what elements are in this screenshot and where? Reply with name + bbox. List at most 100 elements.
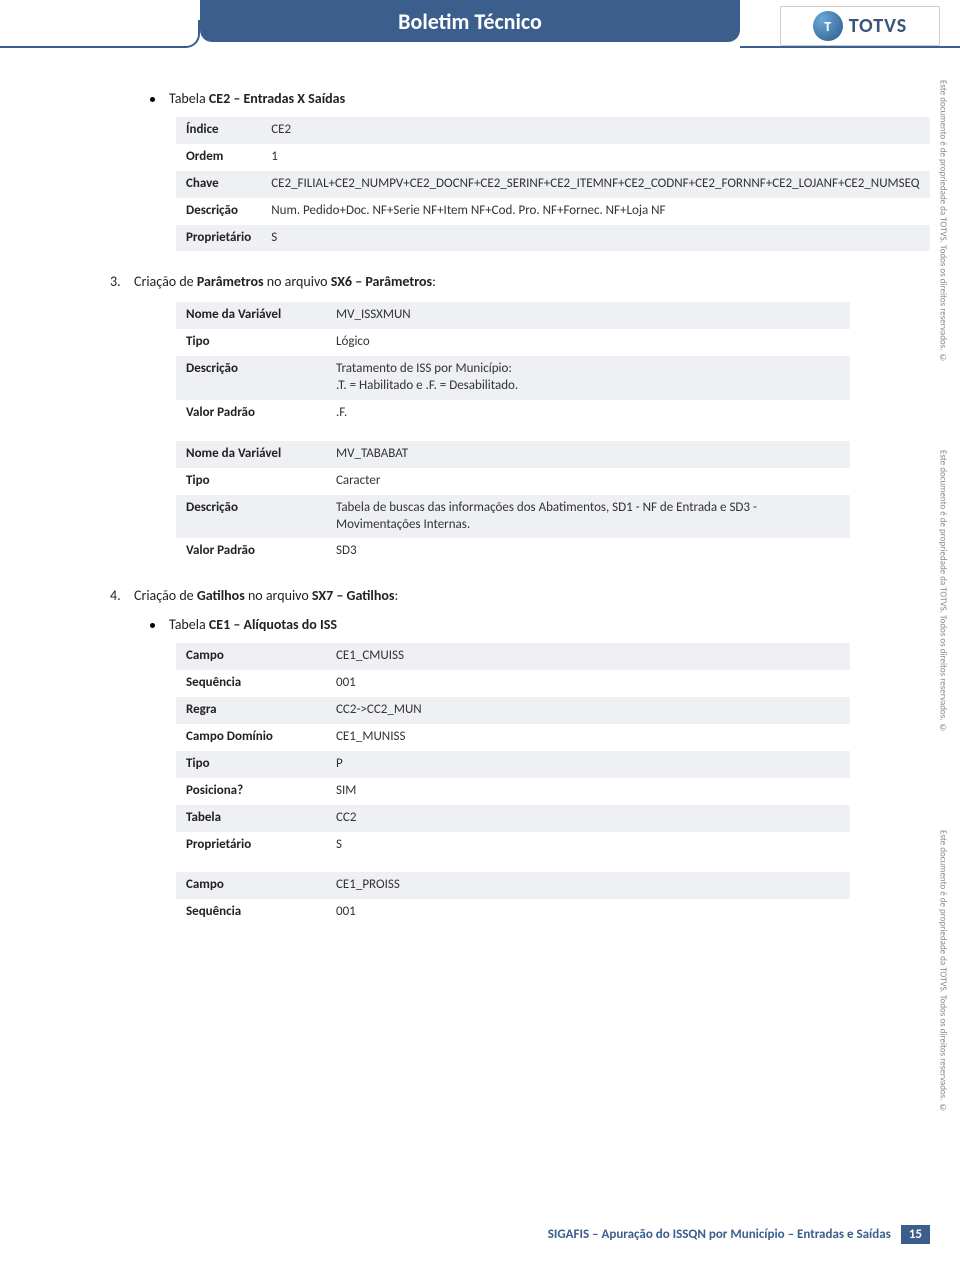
table-row: ÍndiceCE2 bbox=[176, 117, 930, 144]
table-key: Sequência bbox=[176, 670, 326, 697]
table-row: ProprietárioS bbox=[176, 225, 930, 252]
table-value: S bbox=[261, 225, 929, 252]
table-row: Posiciona?SIM bbox=[176, 778, 850, 805]
footer-page-number: 15 bbox=[901, 1225, 930, 1244]
table-ce2: ÍndiceCE2Ordem1ChaveCE2_FILIAL+CE2_NUMPV… bbox=[176, 117, 930, 251]
table-key: Proprietário bbox=[176, 225, 261, 252]
table-ce1-proiss: CampoCE1_PROISSSequência001 bbox=[176, 872, 850, 926]
list-text: Criação de Gatilhos no arquivo SX7 – Gat… bbox=[134, 587, 398, 604]
page-header: Boletim Técnico T TOTVS bbox=[0, 0, 960, 60]
list-number: 4. bbox=[110, 587, 134, 604]
page-footer: SIGAFIS – Apuração do ISSQN por Municípi… bbox=[548, 1225, 930, 1244]
table-row: Valor PadrãoSD3 bbox=[176, 538, 850, 565]
table-key: Tipo bbox=[176, 329, 326, 356]
table-row: DescriçãoTratamento de ISS por Município… bbox=[176, 356, 850, 400]
copyright-note: Este documento é de propriedade da TOTVS… bbox=[934, 830, 952, 1150]
table-value: SIM bbox=[326, 778, 850, 805]
table-row: ProprietárioS bbox=[176, 832, 850, 859]
table-row: Nome da VariávelMV_ISSXMUN bbox=[176, 302, 850, 329]
table-row: DescriçãoNum. Pedido+Doc. NF+Serie NF+It… bbox=[176, 198, 930, 225]
copyright-note: Este documento é de propriedade da TOTVS… bbox=[934, 80, 952, 400]
table-row: CampoCE1_CMUISS bbox=[176, 643, 850, 670]
table-row: DescriçãoTabela de buscas das informaçõe… bbox=[176, 495, 850, 539]
table-value: Tabela de buscas das informações dos Aba… bbox=[326, 495, 850, 539]
table-row: Ordem1 bbox=[176, 144, 930, 171]
bullet-ce2: Tabela CE2 – Entradas X Saídas bbox=[150, 90, 850, 107]
table-key: Campo Domínio bbox=[176, 724, 326, 751]
table-row: TipoLógico bbox=[176, 329, 850, 356]
table-value: CE1_PROISS bbox=[326, 872, 850, 899]
table-row: Nome da VariávelMV_TABABAT bbox=[176, 441, 850, 468]
table-value: MV_TABABAT bbox=[326, 441, 850, 468]
table-key: Descrição bbox=[176, 495, 326, 539]
table-value: P bbox=[326, 751, 850, 778]
table-ce1-cmuiss: CampoCE1_CMUISSSequência001RegraCC2->CC2… bbox=[176, 643, 850, 858]
table-key: Chave bbox=[176, 171, 261, 198]
header-ornament-left bbox=[0, 20, 200, 48]
table-key: Descrição bbox=[176, 198, 261, 225]
table-mv-tababat: Nome da VariávelMV_TABABATTipoCaracterDe… bbox=[176, 441, 850, 565]
table-row: TipoCaracter bbox=[176, 468, 850, 495]
table-key: Valor Padrão bbox=[176, 400, 326, 427]
table-value: Num. Pedido+Doc. NF+Serie NF+Item NF+Cod… bbox=[261, 198, 929, 225]
header-title: Boletim Técnico bbox=[200, 0, 740, 42]
header-ornament-right bbox=[740, 46, 960, 48]
table-key: Índice bbox=[176, 117, 261, 144]
copyright-note: Este documento é de propriedade da TOTVS… bbox=[934, 450, 952, 770]
table-row: Valor Padrão.F. bbox=[176, 400, 850, 427]
logo-icon: T bbox=[813, 11, 843, 41]
list-number: 3. bbox=[110, 273, 134, 290]
table-value: 001 bbox=[326, 670, 850, 697]
bullet-ce1: Tabela CE1 – Alíquotas do ISS bbox=[150, 616, 850, 633]
bullet-text: Tabela CE1 – Alíquotas do ISS bbox=[169, 616, 337, 633]
table-value: 1 bbox=[261, 144, 929, 171]
table-key: Tabela bbox=[176, 805, 326, 832]
numbered-3: 3. Criação de Parâmetros no arquivo SX6 … bbox=[110, 273, 850, 290]
list-text: Criação de Parâmetros no arquivo SX6 – P… bbox=[134, 273, 436, 290]
table-row: TipoP bbox=[176, 751, 850, 778]
table-row: TabelaCC2 bbox=[176, 805, 850, 832]
table-row: Sequência001 bbox=[176, 899, 850, 926]
footer-text: SIGAFIS – Apuração do ISSQN por Municípi… bbox=[548, 1227, 891, 1242]
table-value: CE2 bbox=[261, 117, 929, 144]
logo: T TOTVS bbox=[780, 6, 940, 46]
table-value: .F. bbox=[326, 400, 850, 427]
table-key: Tipo bbox=[176, 751, 326, 778]
table-key: Regra bbox=[176, 697, 326, 724]
bullet-dot-icon bbox=[150, 623, 155, 628]
table-value: 001 bbox=[326, 899, 850, 926]
table-mv-issxmun: Nome da VariávelMV_ISSXMUNTipoLógicoDesc… bbox=[176, 302, 850, 426]
bullet-dot-icon bbox=[150, 97, 155, 102]
table-key: Nome da Variável bbox=[176, 441, 326, 468]
bullet-text: Tabela CE2 – Entradas X Saídas bbox=[169, 90, 345, 107]
table-row: Campo DomínioCE1_MUNISS bbox=[176, 724, 850, 751]
table-key: Descrição bbox=[176, 356, 326, 400]
table-key: Proprietário bbox=[176, 832, 326, 859]
table-value: CE1_MUNISS bbox=[326, 724, 850, 751]
table-row: ChaveCE2_FILIAL+CE2_NUMPV+CE2_DOCNF+CE2_… bbox=[176, 171, 930, 198]
logo-text: TOTVS bbox=[849, 14, 907, 38]
table-row: CampoCE1_PROISS bbox=[176, 872, 850, 899]
page-content: Tabela CE2 – Entradas X Saídas ÍndiceCE2… bbox=[0, 90, 960, 926]
table-key: Nome da Variável bbox=[176, 302, 326, 329]
table-value: CC2->CC2_MUN bbox=[326, 697, 850, 724]
table-value: Lógico bbox=[326, 329, 850, 356]
table-value: CE2_FILIAL+CE2_NUMPV+CE2_DOCNF+CE2_SERIN… bbox=[261, 171, 929, 198]
table-key: Campo bbox=[176, 872, 326, 899]
table-value: S bbox=[326, 832, 850, 859]
table-value: Tratamento de ISS por Município: .T. = H… bbox=[326, 356, 850, 400]
table-value: Caracter bbox=[326, 468, 850, 495]
table-row: Sequência001 bbox=[176, 670, 850, 697]
numbered-4: 4. Criação de Gatilhos no arquivo SX7 – … bbox=[110, 587, 850, 604]
table-key: Ordem bbox=[176, 144, 261, 171]
table-value: CC2 bbox=[326, 805, 850, 832]
table-key: Valor Padrão bbox=[176, 538, 326, 565]
table-key: Tipo bbox=[176, 468, 326, 495]
table-key: Campo bbox=[176, 643, 326, 670]
table-value: MV_ISSXMUN bbox=[326, 302, 850, 329]
table-value: SD3 bbox=[326, 538, 850, 565]
table-value: CE1_CMUISS bbox=[326, 643, 850, 670]
table-row: RegraCC2->CC2_MUN bbox=[176, 697, 850, 724]
table-key: Sequência bbox=[176, 899, 326, 926]
table-key: Posiciona? bbox=[176, 778, 326, 805]
